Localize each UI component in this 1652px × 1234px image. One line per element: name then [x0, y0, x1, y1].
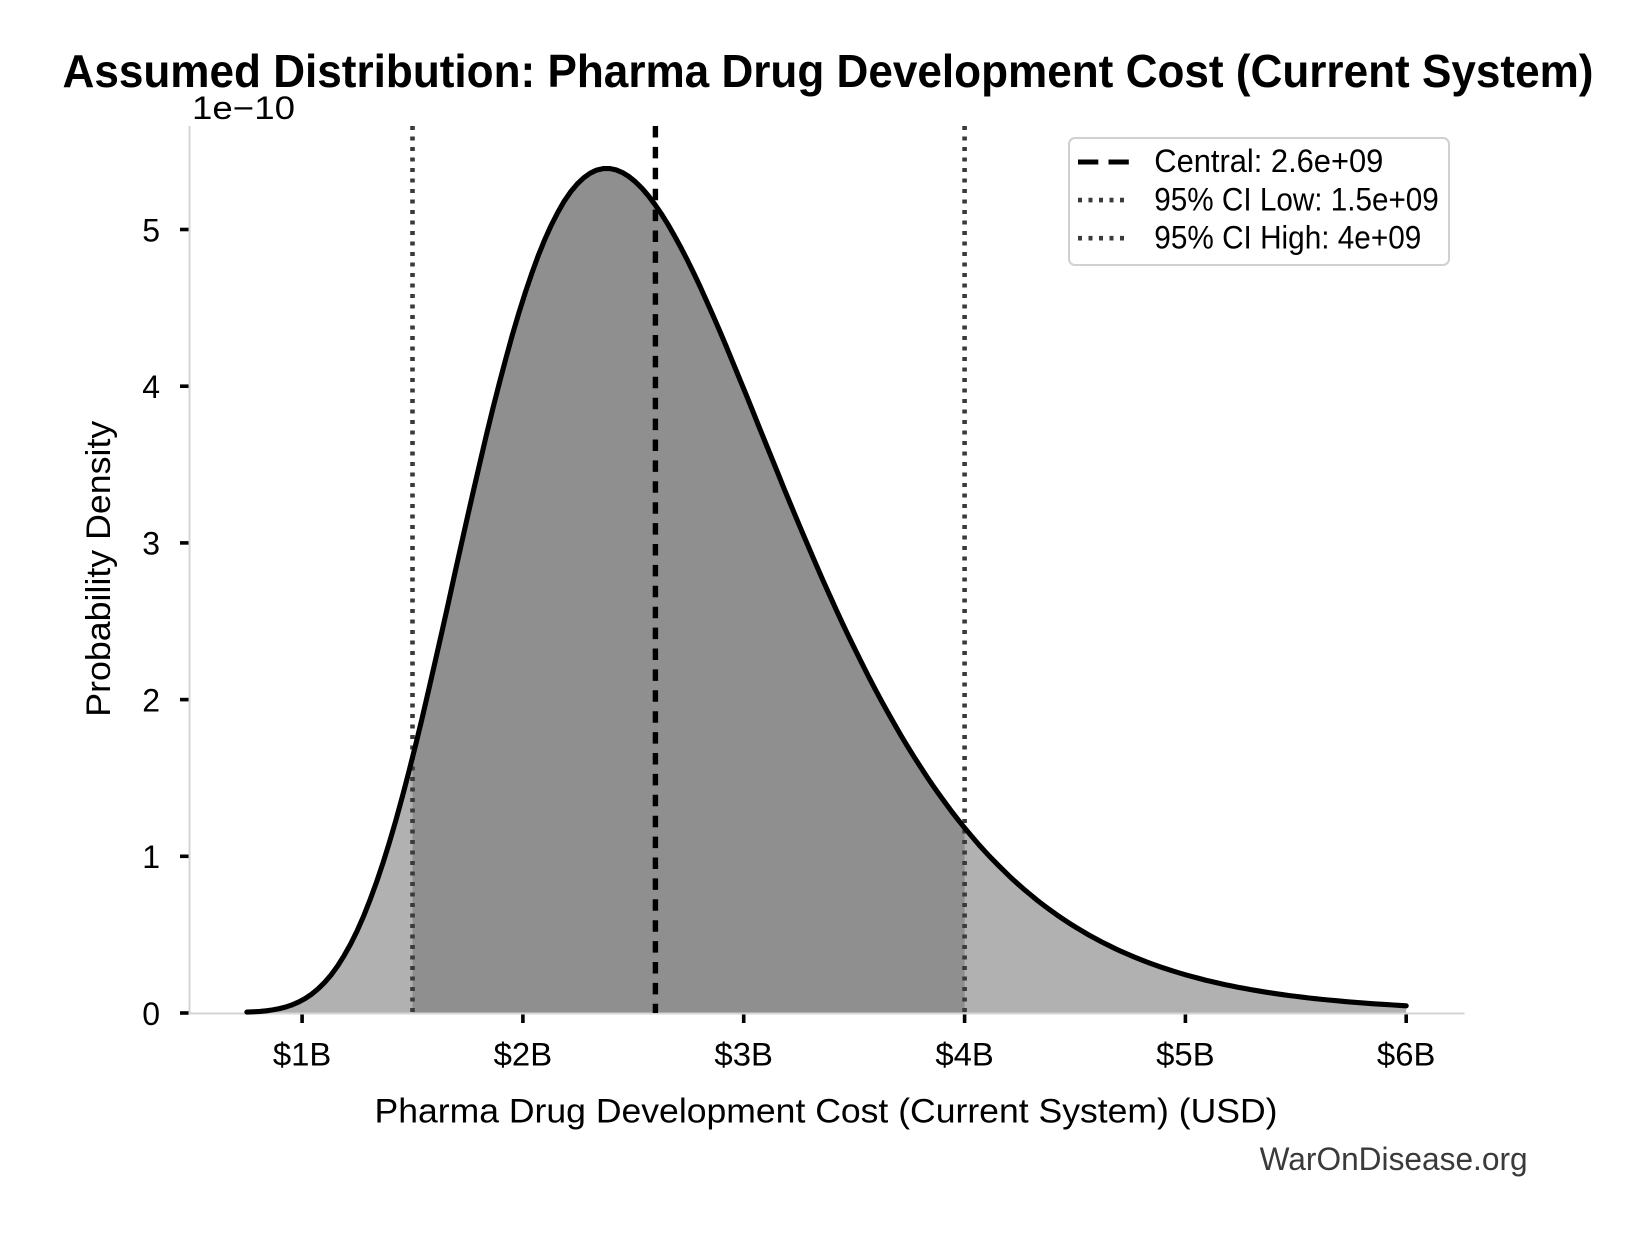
svg-text:Central: 2.6e+09: Central: 2.6e+09 — [1154, 143, 1383, 179]
svg-text:95% CI High: 4e+09: 95% CI High: 4e+09 — [1154, 219, 1421, 255]
svg-text:2: 2 — [142, 682, 160, 718]
svg-text:$1B: $1B — [273, 1037, 332, 1073]
svg-text:$3B: $3B — [714, 1037, 773, 1073]
svg-text:4: 4 — [142, 369, 160, 405]
svg-text:3: 3 — [142, 526, 160, 562]
svg-text:Pharma Drug Development Cost (: Pharma Drug Development Cost (Current Sy… — [375, 1093, 1278, 1131]
svg-text:95% CI Low: 1.5e+09: 95% CI Low: 1.5e+09 — [1154, 181, 1439, 217]
svg-text:$5B: $5B — [1156, 1037, 1215, 1073]
svg-text:$6B: $6B — [1377, 1037, 1436, 1073]
svg-text:Assumed Distribution: Pharma D: Assumed Distribution: Pharma Drug Develo… — [63, 45, 1594, 97]
svg-text:$2B: $2B — [494, 1037, 553, 1073]
svg-text:1e−10: 1e−10 — [192, 90, 295, 126]
svg-text:1: 1 — [142, 839, 160, 875]
svg-text:Probability Density: Probability Density — [80, 420, 118, 717]
svg-text:5: 5 — [142, 212, 160, 248]
svg-text:0: 0 — [142, 996, 160, 1032]
svg-text:WarOnDisease.org: WarOnDisease.org — [1260, 1141, 1528, 1177]
svg-text:$4B: $4B — [935, 1037, 994, 1073]
